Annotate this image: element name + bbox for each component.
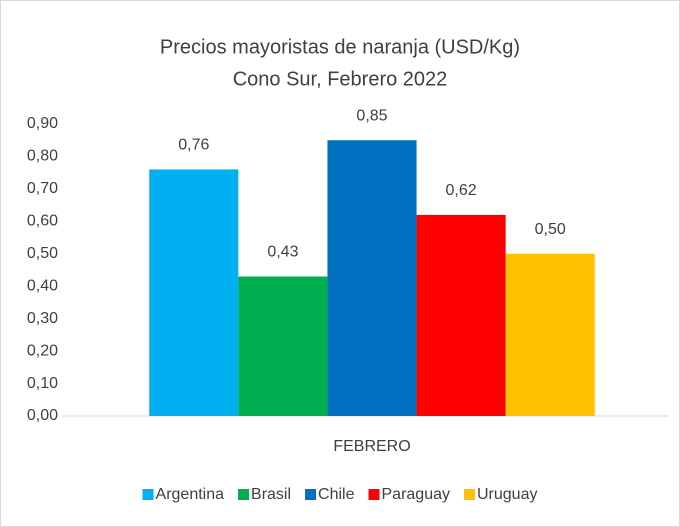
legend-label: Uruguay xyxy=(477,486,537,503)
legend-label: Argentina xyxy=(156,486,225,503)
y-tick-label: 0,70 xyxy=(27,180,58,197)
bar xyxy=(238,276,328,416)
legend-swatch xyxy=(464,489,475,500)
chart-title: Precios mayoristas de naranja (USD/Kg) xyxy=(160,36,520,58)
y-tick-label: 0,60 xyxy=(27,213,58,230)
legend-swatch xyxy=(238,489,250,500)
legend-label: Brasil xyxy=(251,486,291,503)
chart-subtitle: Cono Sur, Febrero 2022 xyxy=(233,68,448,90)
y-tick-label: 0,80 xyxy=(27,148,58,165)
x-tick-label: FEBRERO xyxy=(333,438,410,455)
bar xyxy=(416,214,506,416)
bar xyxy=(327,140,417,416)
bar xyxy=(505,253,595,416)
data-label: 0,43 xyxy=(267,244,298,261)
y-tick-label: 0,30 xyxy=(27,310,58,327)
y-tick-label: 0,50 xyxy=(27,245,58,262)
legend-swatch xyxy=(305,489,317,500)
y-tick-label: 0,90 xyxy=(27,115,58,132)
y-tick-label: 0,40 xyxy=(27,277,58,294)
legend-label: Chile xyxy=(318,486,355,503)
data-label: 0,76 xyxy=(178,137,209,154)
data-label: 0,50 xyxy=(535,221,566,238)
legend-swatch xyxy=(368,489,380,500)
data-label: 0,85 xyxy=(356,107,387,124)
data-label: 0,62 xyxy=(446,182,477,199)
y-tick-label: 0,10 xyxy=(27,375,58,392)
legend-label: Paraguay xyxy=(382,486,451,503)
y-tick-label: 0,20 xyxy=(27,342,58,359)
y-tick-label: 0,00 xyxy=(27,407,58,424)
bar xyxy=(149,169,239,416)
legend-swatch xyxy=(142,489,154,500)
